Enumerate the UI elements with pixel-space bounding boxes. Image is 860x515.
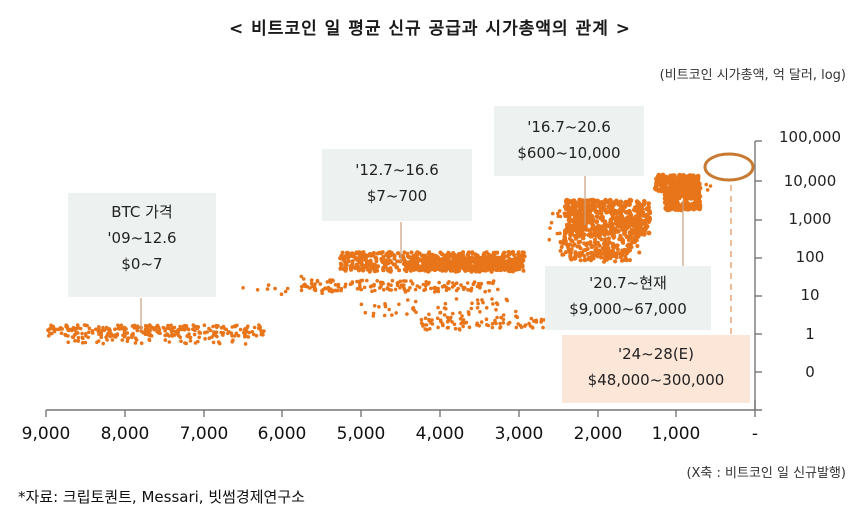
y-tick-label: 10,000 bbox=[783, 172, 837, 190]
annotation-2009-2012: BTC 가격 '09~12.6 $0~7 bbox=[68, 193, 216, 297]
data-points bbox=[46, 172, 713, 346]
y-tick-label: 10 bbox=[800, 286, 820, 304]
x-tick-label: 6,000 bbox=[257, 424, 307, 444]
x-tick-label: 7,000 bbox=[179, 424, 229, 444]
annotation-2024-2028-estimate: '24~28(E) $48,000~300,000 bbox=[562, 335, 750, 403]
x-tick-label: 4,000 bbox=[415, 424, 465, 444]
x-tick-label: 8,000 bbox=[100, 424, 150, 444]
x-tick-label: - bbox=[751, 424, 759, 444]
x-tick-label: 5,000 bbox=[336, 424, 386, 444]
y-axis bbox=[754, 140, 762, 410]
x-tick-label: 9,000 bbox=[21, 424, 71, 444]
y-tick-label: 100,000 bbox=[778, 128, 842, 146]
y-tick-label: 1,000 bbox=[788, 210, 832, 228]
annotation-2016-2020: '16.7~20.6 $600~10,000 bbox=[494, 106, 644, 176]
x-tick-label: 3,000 bbox=[494, 424, 544, 444]
annotation-2020-present: '20.7~현재 $9,000~67,000 bbox=[545, 266, 711, 330]
estimate-ellipse bbox=[703, 152, 755, 182]
y-tick-label: 1 bbox=[805, 325, 815, 343]
chart-title: < 비트코인 일 평균 신규 공급과 시가총액의 관계 > bbox=[229, 19, 631, 39]
x-axis bbox=[45, 400, 762, 417]
y-tick-label: 0 bbox=[805, 363, 815, 381]
y-tick-label: 100 bbox=[795, 248, 825, 266]
source-note: *자료: 크립토퀀트, Messari, 빗썸경제연구소 bbox=[18, 488, 305, 506]
y-axis-unit-label: (비트코인 시가총액, 억 달러, log) bbox=[659, 68, 846, 83]
x-axis-label: (X축 : 비트코인 일 신규발행) bbox=[686, 466, 846, 481]
annotation-2012-2016: '12.7~16.6 $7~700 bbox=[322, 149, 472, 221]
x-tick-label: 1,000 bbox=[651, 424, 701, 444]
x-tick-label: 2,000 bbox=[573, 424, 623, 444]
